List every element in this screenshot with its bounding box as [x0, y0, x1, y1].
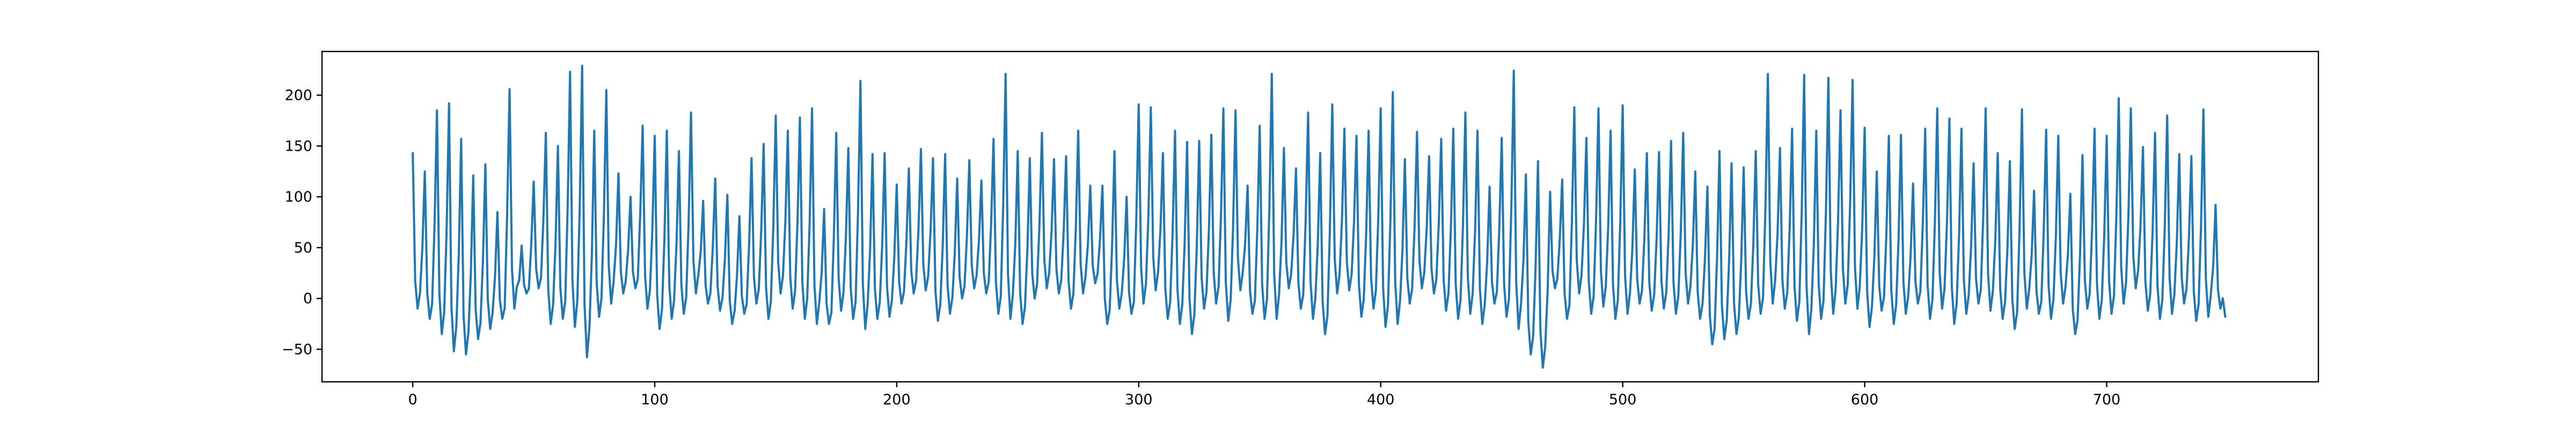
x-axis: 0 100 200 300 400 500 600 700: [408, 382, 2120, 408]
x-tick-label: 500: [1609, 391, 1637, 408]
x-tick-label: 700: [2093, 391, 2121, 408]
axes-frame: [321, 50, 2319, 383]
y-tick-label: 50: [294, 240, 312, 256]
y-tick-label: 200: [284, 87, 312, 104]
x-tick-label: 400: [1367, 391, 1395, 408]
x-tick-label: 600: [1851, 391, 1879, 408]
x-tick-label: 100: [641, 391, 669, 408]
y-tick-label: −50: [282, 341, 312, 358]
y-axis: −50 0 50 100 150 200: [282, 87, 322, 358]
plot-area: [412, 64, 2227, 369]
series-line: [412, 64, 2227, 369]
x-tick-label: 200: [883, 391, 911, 408]
x-tick-label: 300: [1125, 391, 1153, 408]
x-tick-label: 0: [408, 391, 417, 408]
y-tick-label: 0: [303, 291, 312, 307]
y-tick-label: 150: [284, 138, 312, 154]
y-tick-label: 100: [284, 189, 312, 205]
